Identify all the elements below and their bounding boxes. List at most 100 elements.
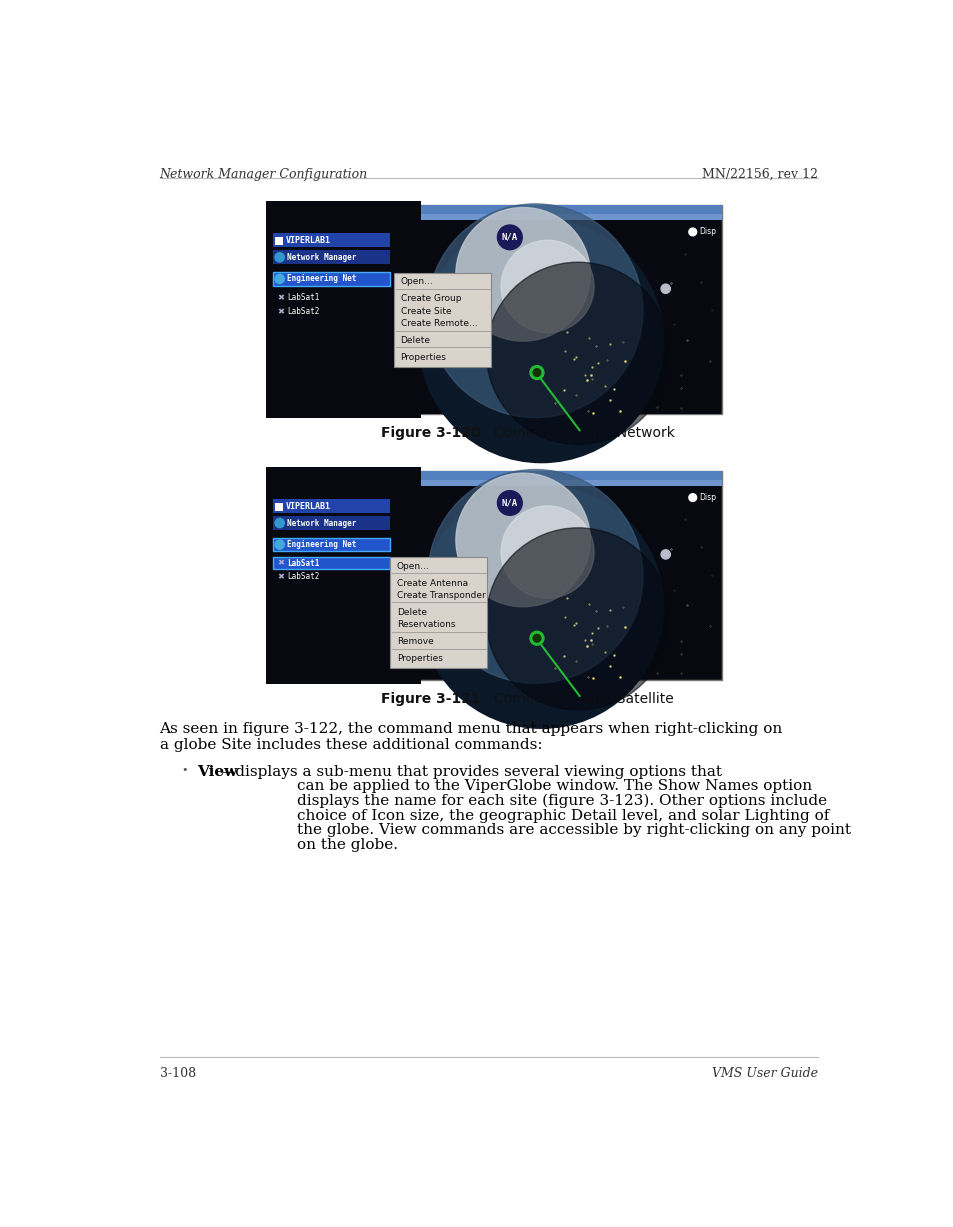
Text: Create Transponder: Create Transponder [396, 591, 485, 600]
Text: Create Site: Create Site [400, 307, 451, 315]
Text: ✖: ✖ [276, 307, 284, 315]
Circle shape [688, 493, 696, 502]
Bar [390, 557, 487, 667]
Text: MN/22156, rev 12: MN/22156, rev 12 [701, 168, 818, 182]
Text: ✖: ✖ [276, 558, 284, 568]
Text: •: • [182, 764, 188, 774]
Text: N/A: N/A [501, 498, 517, 508]
Text: N/A: N/A [501, 233, 517, 242]
Bar [271, 486, 720, 680]
Text: Network Manager Configuration: Network Manager Configuration [159, 168, 367, 182]
Text: ViperGlobe: ViperGlobe [287, 474, 353, 483]
Text: Reservations: Reservations [396, 620, 455, 629]
Circle shape [497, 491, 521, 515]
Circle shape [530, 631, 543, 645]
Text: Open...: Open... [396, 562, 429, 571]
Bar [274, 233, 390, 248]
Text: displays the name for each site (figure 3-123). Other options include: displays the name for each site (figure … [297, 794, 827, 809]
Text: Create Antenna: Create Antenna [396, 579, 467, 588]
Text: Create Remote...: Create Remote... [400, 319, 476, 328]
Bar [270, 205, 721, 415]
Text: Properties: Properties [400, 353, 446, 362]
Circle shape [533, 634, 540, 642]
Text: Command Menu, Network: Command Menu, Network [480, 426, 674, 440]
Circle shape [688, 228, 696, 236]
Text: Open...: Open... [400, 277, 433, 286]
Bar [394, 272, 491, 367]
Bar [274, 272, 390, 286]
Bar [270, 471, 721, 486]
Circle shape [427, 470, 642, 683]
Text: Delete: Delete [400, 336, 430, 345]
Circle shape [273, 472, 285, 485]
Text: Create Group: Create Group [400, 294, 460, 303]
Text: 3-108: 3-108 [159, 1067, 195, 1081]
Circle shape [274, 475, 282, 482]
Bar [274, 250, 390, 264]
Text: LabSat2: LabSat2 [287, 573, 319, 582]
Text: Delete: Delete [396, 607, 426, 617]
Text: on the globe.: on the globe. [297, 838, 398, 852]
Text: can be applied to the ViperGlobe window. The Show Names option: can be applied to the ViperGlobe window.… [297, 779, 812, 794]
Circle shape [274, 209, 282, 216]
Circle shape [418, 486, 663, 729]
Text: Figure 3-121: Figure 3-121 [380, 692, 480, 706]
Bar [274, 557, 390, 569]
Bar [274, 537, 390, 551]
Circle shape [456, 207, 590, 341]
Text: the globe. View commands are accessible by right-clicking on any point: the globe. View commands are accessible … [297, 823, 851, 837]
Text: View: View [196, 764, 236, 779]
Bar [270, 205, 721, 221]
Text: choice of Icon size, the geographic Detail level, and solar Lighting of: choice of Icon size, the geographic Deta… [297, 809, 829, 822]
Text: Disp: Disp [699, 227, 715, 237]
Text: VIPERLAB1: VIPERLAB1 [286, 502, 331, 510]
Text: ✖: ✖ [276, 293, 284, 302]
Text: LabSat2: LabSat2 [287, 307, 319, 315]
Text: Engineering Net: Engineering Net [287, 275, 356, 283]
Text: —displays a sub-menu that provides several viewing options that: —displays a sub-menu that provides sever… [220, 764, 721, 779]
Bar [266, 466, 421, 683]
Text: LabSat1: LabSat1 [287, 558, 319, 568]
Circle shape [274, 253, 284, 263]
Circle shape [427, 204, 642, 417]
Circle shape [418, 220, 663, 463]
Bar [270, 471, 721, 680]
Circle shape [274, 275, 284, 283]
Circle shape [500, 240, 594, 333]
Bar [274, 237, 282, 245]
Text: ViperGlobe: ViperGlobe [287, 207, 353, 217]
Text: Remove: Remove [396, 637, 433, 647]
Text: Engineering Net: Engineering Net [287, 540, 356, 548]
Text: ✖: ✖ [276, 573, 284, 582]
Circle shape [533, 368, 540, 377]
Circle shape [486, 528, 669, 710]
Text: VMS User Guide: VMS User Guide [712, 1067, 818, 1081]
Text: Figure 3-120: Figure 3-120 [381, 426, 480, 440]
Bar [271, 221, 720, 413]
Text: Network Manager: Network Manager [287, 519, 356, 528]
Circle shape [497, 225, 521, 249]
Circle shape [456, 474, 590, 607]
Bar [274, 503, 282, 510]
Text: Command Menu, Satellite: Command Menu, Satellite [480, 692, 673, 706]
Text: LabSat1: LabSat1 [287, 293, 319, 302]
Text: Network Manager: Network Manager [287, 253, 356, 261]
Text: As seen in figure 3-122, the command menu that appears when right-clicking on: As seen in figure 3-122, the command men… [159, 723, 782, 736]
Circle shape [500, 506, 594, 599]
Circle shape [660, 550, 670, 560]
Circle shape [274, 540, 284, 550]
Text: Disp: Disp [699, 493, 715, 502]
Bar [270, 215, 721, 221]
Circle shape [660, 285, 670, 293]
Bar [270, 480, 721, 486]
Circle shape [486, 263, 669, 444]
Text: a globe Site includes these additional commands:: a globe Site includes these additional c… [159, 737, 541, 752]
Text: VIPERLAB1: VIPERLAB1 [286, 236, 331, 245]
Bar [266, 201, 421, 418]
Bar [274, 499, 390, 513]
Circle shape [273, 206, 285, 218]
Circle shape [274, 518, 284, 528]
Circle shape [530, 366, 543, 379]
Bar [274, 517, 390, 530]
Text: Properties: Properties [396, 654, 442, 663]
